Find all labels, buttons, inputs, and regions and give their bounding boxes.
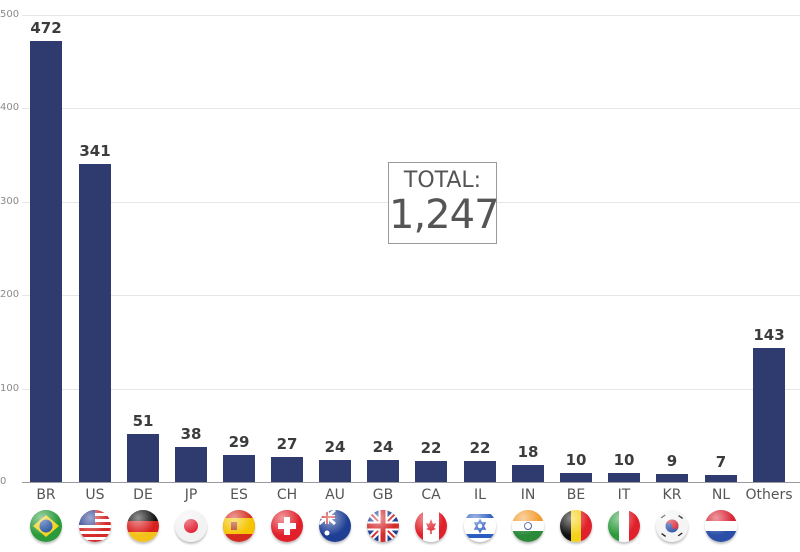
gridline: [22, 108, 800, 109]
y-tick-label: 100: [0, 383, 20, 394]
bar-il: [464, 461, 496, 482]
value-label: 38: [180, 425, 202, 443]
israel-flag-icon: [464, 510, 496, 542]
bar-us: [79, 164, 111, 482]
category-label: CH: [276, 487, 298, 503]
category-label: Others: [745, 487, 793, 503]
usa-flag-icon: [79, 510, 111, 542]
category-label: BR: [36, 487, 56, 503]
gridline: [22, 389, 800, 390]
bar-es: [223, 455, 255, 482]
total-label: TOTAL:: [403, 168, 482, 193]
switzerland-flag-icon: [271, 510, 303, 542]
value-label: 22: [420, 439, 442, 457]
category-label: IT: [617, 487, 631, 503]
category-label: KR: [662, 487, 682, 503]
category-label: IL: [474, 487, 486, 503]
australia-flag-icon: [319, 510, 351, 542]
value-label: 143: [753, 326, 785, 344]
y-tick-label: 200: [0, 289, 20, 300]
value-label: 24: [372, 438, 394, 456]
y-tick-label: 0: [0, 476, 7, 487]
bar-br: [30, 41, 62, 482]
value-label: 22: [469, 439, 491, 457]
canada-flag-icon: [415, 510, 447, 542]
bar-gb: [367, 460, 399, 482]
value-label: 27: [276, 435, 298, 453]
category-label: CA: [421, 487, 441, 503]
y-tick-label: 300: [0, 196, 20, 207]
bar-ca: [415, 461, 447, 482]
bar-be: [560, 473, 592, 482]
bar-ch: [271, 457, 303, 482]
total-box: TOTAL: 1,247: [388, 162, 500, 244]
value-label: 51: [132, 412, 154, 430]
y-tick-label: 500: [0, 9, 20, 20]
total-value: 1,247: [389, 192, 500, 238]
bar-kr: [656, 474, 688, 482]
value-label: 341: [79, 142, 111, 160]
y-tick-label: 400: [0, 102, 20, 113]
belgium-flag-icon: [560, 510, 592, 542]
value-label: 472: [30, 19, 62, 37]
category-label: US: [85, 487, 105, 503]
india-flag-icon: [512, 510, 544, 542]
category-label: NL: [711, 487, 731, 503]
category-label: AU: [325, 487, 345, 503]
brazil-flag-icon: [30, 510, 62, 542]
bar-others: [753, 348, 785, 482]
japan-flag-icon: [175, 510, 207, 542]
x-axis-line: [22, 482, 800, 483]
value-label: 10: [613, 451, 635, 469]
bar-jp: [175, 447, 207, 482]
bar-in: [512, 465, 544, 482]
category-label: ES: [230, 487, 248, 503]
value-label: 29: [228, 433, 250, 451]
category-label: GB: [372, 487, 394, 503]
bar-it: [608, 473, 640, 482]
bar-nl: [705, 475, 737, 482]
netherlands-flag-icon: [705, 510, 737, 542]
bar-au: [319, 460, 351, 482]
value-label: 18: [517, 443, 539, 461]
italy-flag-icon: [608, 510, 640, 542]
germany-flag-icon: [127, 510, 159, 542]
category-label: DE: [133, 487, 153, 503]
gridline: [22, 295, 800, 296]
value-label: 24: [324, 438, 346, 456]
value-label: 9: [666, 452, 678, 470]
value-label: 7: [715, 453, 727, 471]
bar-de: [127, 434, 159, 482]
category-label: JP: [184, 487, 198, 503]
value-label: 10: [565, 451, 587, 469]
gridline: [22, 15, 800, 16]
category-label: BE: [566, 487, 586, 503]
uk-flag-icon: [367, 510, 399, 542]
category-label: IN: [520, 487, 536, 503]
south-korea-flag-icon: [656, 510, 688, 542]
spain-flag-icon: [223, 510, 255, 542]
